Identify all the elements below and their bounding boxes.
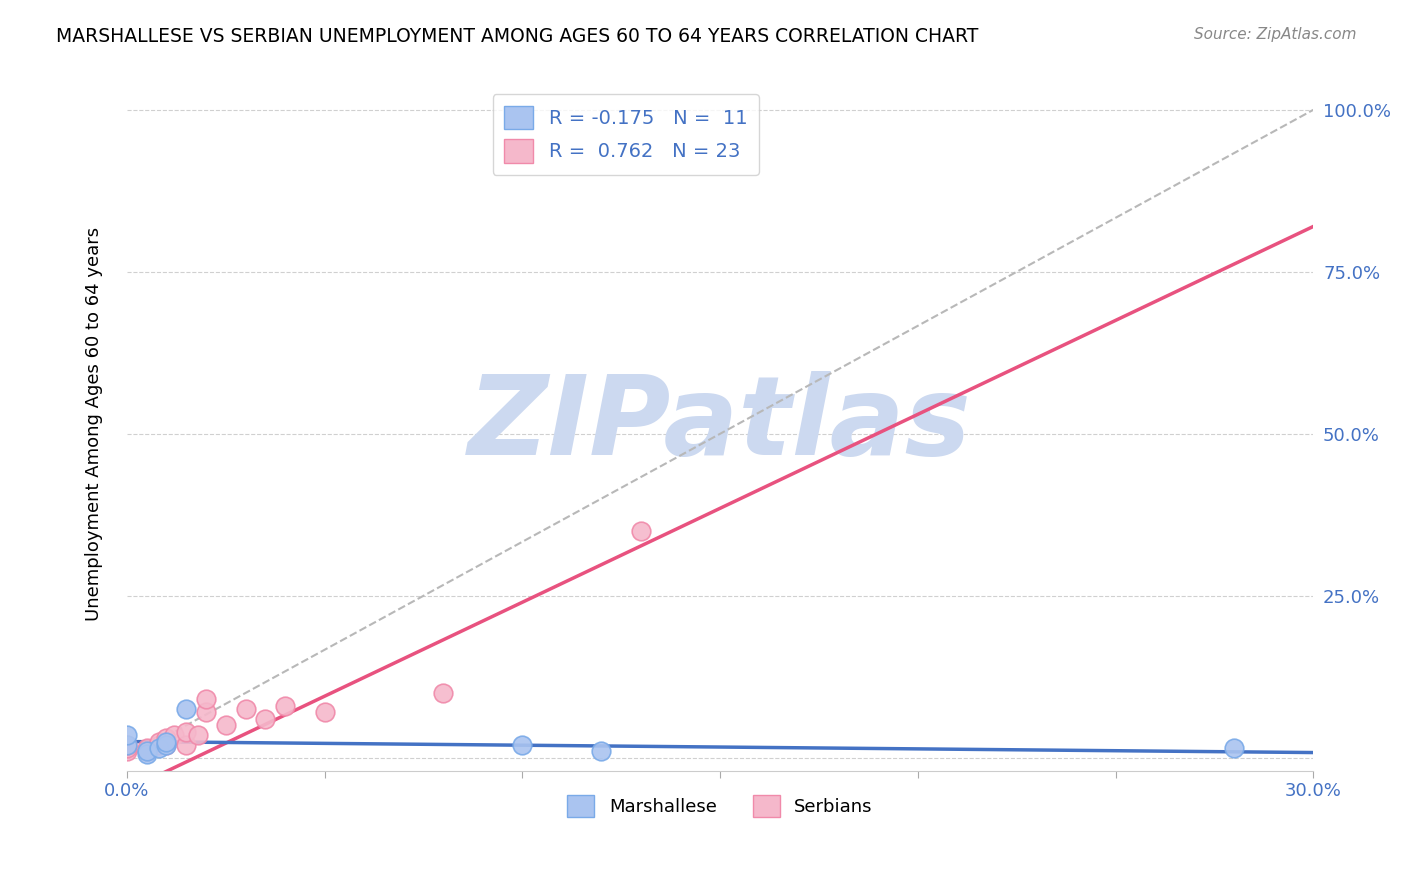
- Point: [148, 738, 170, 752]
- Text: Source: ZipAtlas.com: Source: ZipAtlas.com: [1194, 27, 1357, 42]
- Point: [155, 731, 177, 746]
- Point: [115, 738, 138, 752]
- Point: [135, 747, 157, 762]
- Text: MARSHALLESE VS SERBIAN UNEMPLOYMENT AMONG AGES 60 TO 64 YEARS CORRELATION CHART: MARSHALLESE VS SERBIAN UNEMPLOYMENT AMON…: [56, 27, 979, 45]
- Point: [155, 734, 177, 748]
- Point: [215, 718, 238, 732]
- Point: [174, 724, 197, 739]
- Point: [115, 744, 138, 758]
- Point: [115, 738, 138, 752]
- Point: [274, 698, 297, 713]
- Point: [148, 741, 170, 756]
- Point: [135, 741, 157, 756]
- Text: ZIPatlas: ZIPatlas: [468, 370, 972, 477]
- Point: [187, 728, 209, 742]
- Point: [115, 728, 138, 742]
- Point: [155, 738, 177, 752]
- Point: [235, 702, 257, 716]
- Point: [314, 706, 336, 720]
- Point: [512, 738, 534, 752]
- Point: [432, 686, 454, 700]
- Point: [163, 728, 186, 742]
- Point: [115, 741, 138, 756]
- Point: [1223, 741, 1246, 756]
- Point: [135, 744, 157, 758]
- Point: [591, 744, 613, 758]
- Point: [148, 734, 170, 748]
- Point: [195, 692, 218, 706]
- Point: [174, 702, 197, 716]
- Y-axis label: Unemployment Among Ages 60 to 64 years: Unemployment Among Ages 60 to 64 years: [86, 227, 103, 621]
- Point: [254, 712, 277, 726]
- Legend: Marshallese, Serbians: Marshallese, Serbians: [560, 788, 880, 824]
- Point: [155, 738, 177, 752]
- Point: [174, 738, 197, 752]
- Point: [135, 744, 157, 758]
- Point: [630, 524, 652, 538]
- Point: [195, 706, 218, 720]
